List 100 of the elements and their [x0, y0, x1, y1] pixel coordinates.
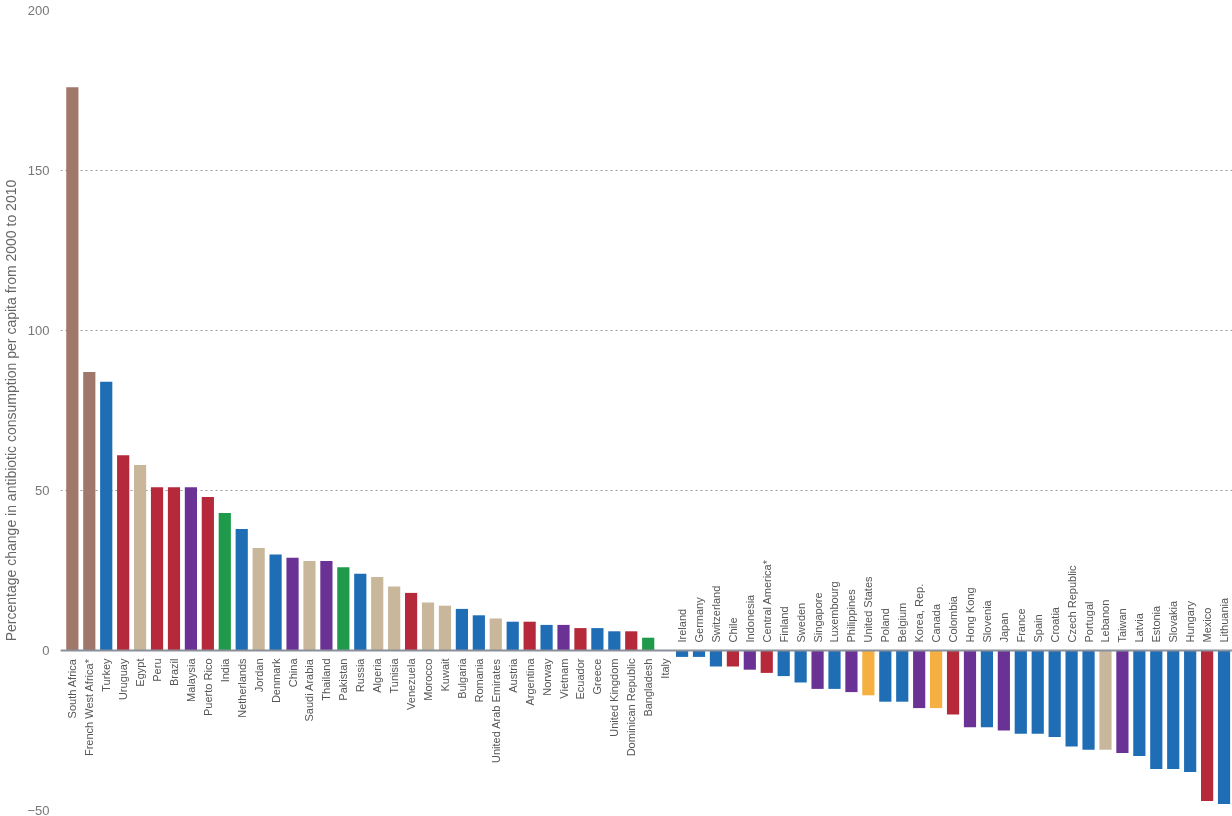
x-tick-label: India [218, 657, 231, 683]
bar [574, 628, 587, 651]
bar [269, 554, 282, 651]
bar [1116, 650, 1129, 753]
x-tick-label: Singapore [811, 592, 824, 643]
x-tick-label: Turkey [100, 658, 113, 692]
bar [354, 573, 367, 651]
bar [455, 608, 468, 651]
bar [1167, 650, 1180, 769]
bar [540, 624, 553, 651]
x-tick-label: Slovenia [980, 599, 993, 643]
x-tick-label: South Africa [66, 658, 79, 719]
x-tick-label: Austria [506, 657, 519, 693]
x-tick-label: Peru [151, 658, 164, 682]
bar [794, 650, 807, 683]
bar [1133, 650, 1146, 757]
x-tick-label: Latvia [1133, 612, 1146, 643]
x-tick-label: United States [862, 575, 875, 643]
bar [930, 650, 943, 709]
bar [726, 650, 739, 667]
x-tick-label: Pakistan [337, 658, 350, 701]
y-tick-label: 50 [35, 483, 50, 498]
x-tick-label: Chile [726, 617, 739, 643]
y-axis-title: Percentage change in antibiotic consumption per capita from 2000 to 2010 [3, 179, 20, 642]
bar [896, 650, 909, 702]
bar [591, 628, 604, 651]
bar [1201, 650, 1214, 801]
y-tick-label: 200 [27, 3, 50, 18]
x-tick-label: Hong Kong [963, 587, 976, 643]
x-tick-label: Norway [540, 658, 553, 696]
x-tick-label: Algeria [371, 657, 384, 693]
x-tick-label: Lebanon [1099, 599, 1112, 643]
x-tick-label: Hungary [1184, 600, 1197, 643]
bar [1082, 650, 1095, 750]
bar [1099, 650, 1112, 750]
x-tick-label: Saudi Arabia [303, 658, 316, 722]
x-tick-label: Lithuania [1218, 596, 1231, 643]
bar [489, 618, 502, 651]
bar [608, 631, 621, 651]
x-tick-label: Bangladesh [642, 658, 655, 717]
bar [1048, 650, 1061, 737]
x-tick-label: Egypt [134, 658, 147, 687]
x-tick-label: Kuwait [438, 658, 451, 692]
x-tick-label: Germany [693, 596, 705, 643]
bar [997, 650, 1010, 731]
bar [709, 650, 723, 667]
bar [946, 650, 960, 715]
bar [134, 464, 147, 651]
x-tick-label: Taiwan [1116, 608, 1129, 643]
x-tick-label: Jordan [252, 658, 265, 693]
x-tick-label: Portugal [1082, 601, 1095, 643]
bar [828, 650, 841, 689]
bar [83, 372, 96, 651]
x-tick-label: France [1014, 608, 1027, 643]
bar [1014, 650, 1027, 734]
x-tick-label: Spain [1031, 614, 1044, 643]
x-tick-label: Italy [659, 658, 672, 679]
bar [100, 381, 113, 651]
bar [1150, 650, 1163, 769]
x-tick-label: Thailand [320, 658, 333, 701]
x-tick-label: China [286, 657, 299, 688]
bar [642, 637, 655, 651]
x-tick-label: Denmark [269, 658, 282, 704]
bar [506, 621, 519, 651]
bar [167, 487, 181, 651]
bar [438, 605, 452, 651]
x-tick-label: Slovakia [1167, 600, 1180, 643]
bar [913, 650, 926, 709]
x-tick-label: Luxembourg [828, 581, 841, 643]
bar [1065, 650, 1078, 747]
x-tick-label: Philippines [845, 588, 858, 643]
x-tick-label: Ireland [676, 608, 689, 643]
bar [1184, 650, 1197, 773]
x-tick-label: Mexico [1201, 607, 1214, 643]
x-tick-label: French West Africa* [83, 658, 96, 757]
x-tick-label: Dominican Republic [625, 658, 638, 757]
x-tick-label: Central America* [760, 559, 773, 643]
x-tick-label: Colombia [947, 595, 960, 643]
x-tick-label: Malaysia [184, 657, 197, 702]
bar [845, 650, 858, 693]
bar [811, 650, 824, 689]
bar [117, 455, 130, 651]
x-tick-label: Sweden [794, 602, 807, 643]
bar [337, 567, 350, 651]
bar [66, 87, 79, 651]
bar [472, 615, 485, 651]
x-tick-label: Japan [997, 612, 1010, 643]
x-tick-label: Czech Republic [1065, 564, 1078, 643]
x-tick-label: United Kingdom [608, 658, 621, 737]
x-tick-label: Uruguay [117, 658, 130, 701]
x-tick-label: Korea, Rep. [913, 583, 926, 643]
bar [421, 602, 435, 651]
bar [777, 650, 790, 677]
x-tick-label: United Arab Emirates [489, 658, 502, 764]
bar [201, 496, 214, 651]
x-tick-label: Netherlands [235, 658, 248, 718]
x-tick-label: Russia [354, 657, 367, 693]
bar [625, 631, 638, 651]
x-tick-label: Switzerland [709, 585, 722, 643]
bar [557, 624, 570, 651]
